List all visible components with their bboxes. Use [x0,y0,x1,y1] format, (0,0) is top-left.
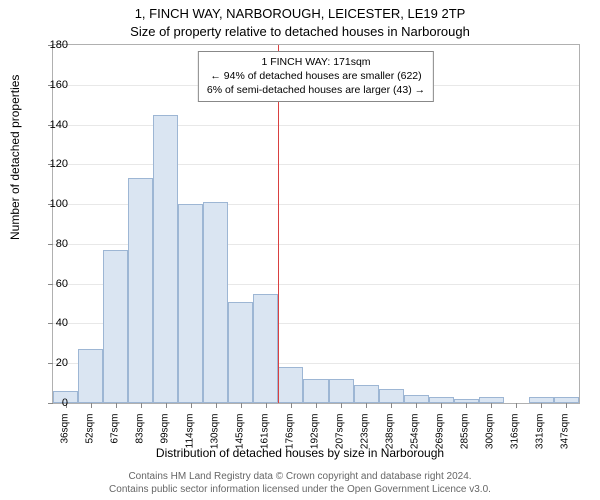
y-tick-label: 100 [38,198,68,210]
x-tick-label: 269sqm [435,414,446,458]
y-tick-label: 20 [38,357,68,369]
x-tick-label: 130sqm [209,414,220,458]
y-tick-label: 80 [38,238,68,250]
x-tick-label: 316sqm [510,414,521,458]
x-tick-label: 67sqm [109,414,120,458]
histogram-bar [278,367,303,403]
histogram-bar [103,250,128,403]
x-tickmark [241,403,242,408]
histogram-bar [354,385,379,403]
chart-title-line2: Size of property relative to detached ho… [0,24,600,39]
y-tick-label: 160 [38,79,68,91]
x-tickmark [166,403,167,408]
x-tick-label: 207sqm [335,414,346,458]
gridline [53,164,579,165]
x-tickmark [541,403,542,408]
x-tickmark [516,403,517,408]
x-tickmark [341,403,342,408]
x-tick-label: 161sqm [259,414,270,458]
histogram-bar [303,379,328,403]
x-tickmark [491,403,492,408]
x-tickmark [441,403,442,408]
x-tick-label: 99sqm [159,414,170,458]
y-tick-label: 140 [38,119,68,131]
x-tickmark [141,403,142,408]
annotation-box: 1 FINCH WAY: 171sqm ← 94% of detached ho… [198,51,434,102]
histogram-bar [78,349,103,403]
annotation-line1: 1 FINCH WAY: 171sqm [207,55,425,69]
histogram-bar [203,202,228,403]
x-tickmark [366,403,367,408]
x-tick-label: 114sqm [184,414,195,458]
x-tick-label: 285sqm [460,414,471,458]
y-tick-label: 40 [38,317,68,329]
y-tick-label: 120 [38,158,68,170]
histogram-bar [329,379,354,403]
x-tick-label: 145sqm [234,414,245,458]
x-tick-label: 331sqm [535,414,546,458]
x-tick-label: 52sqm [84,414,95,458]
histogram-bar [178,204,203,403]
x-tickmark [416,403,417,408]
histogram-bar [379,389,404,403]
x-tickmark [316,403,317,408]
x-tick-label: 238sqm [385,414,396,458]
x-tickmark [116,403,117,408]
x-tick-label: 36sqm [59,414,70,458]
histogram-bar [128,178,153,403]
footer-line2: Contains public sector information licen… [0,483,600,496]
x-tick-label: 83sqm [134,414,145,458]
x-tick-label: 223sqm [360,414,371,458]
x-tickmark [91,403,92,408]
x-tickmark [466,403,467,408]
x-tickmark [291,403,292,408]
plot-area: 1 FINCH WAY: 171sqm ← 94% of detached ho… [52,44,580,404]
histogram-bar [153,115,178,403]
annotation-line3: 6% of semi-detached houses are larger (4… [207,83,425,97]
chart-title-line1: 1, FINCH WAY, NARBOROUGH, LEICESTER, LE1… [0,6,600,21]
x-tick-label: 176sqm [284,414,295,458]
y-axis-label: Number of detached properties [8,75,22,240]
y-tick-label: 0 [38,397,68,409]
x-tickmark [391,403,392,408]
x-tickmark [266,403,267,408]
footer-attribution: Contains HM Land Registry data © Crown c… [0,470,600,496]
x-tickmark [566,403,567,408]
x-tick-label: 347sqm [560,414,571,458]
histogram-bar [228,302,253,403]
x-tick-label: 192sqm [310,414,321,458]
annotation-line2: ← 94% of detached houses are smaller (62… [207,69,425,83]
chart-container: 1, FINCH WAY, NARBOROUGH, LEICESTER, LE1… [0,0,600,500]
histogram-bar [404,395,429,403]
footer-line1: Contains HM Land Registry data © Crown c… [0,470,600,483]
x-tick-label: 300sqm [485,414,496,458]
x-tickmark [216,403,217,408]
y-tick-label: 60 [38,278,68,290]
x-tickmark [191,403,192,408]
y-tick-label: 180 [38,39,68,51]
histogram-bar [253,294,278,403]
x-tick-label: 254sqm [410,414,421,458]
gridline [53,125,579,126]
